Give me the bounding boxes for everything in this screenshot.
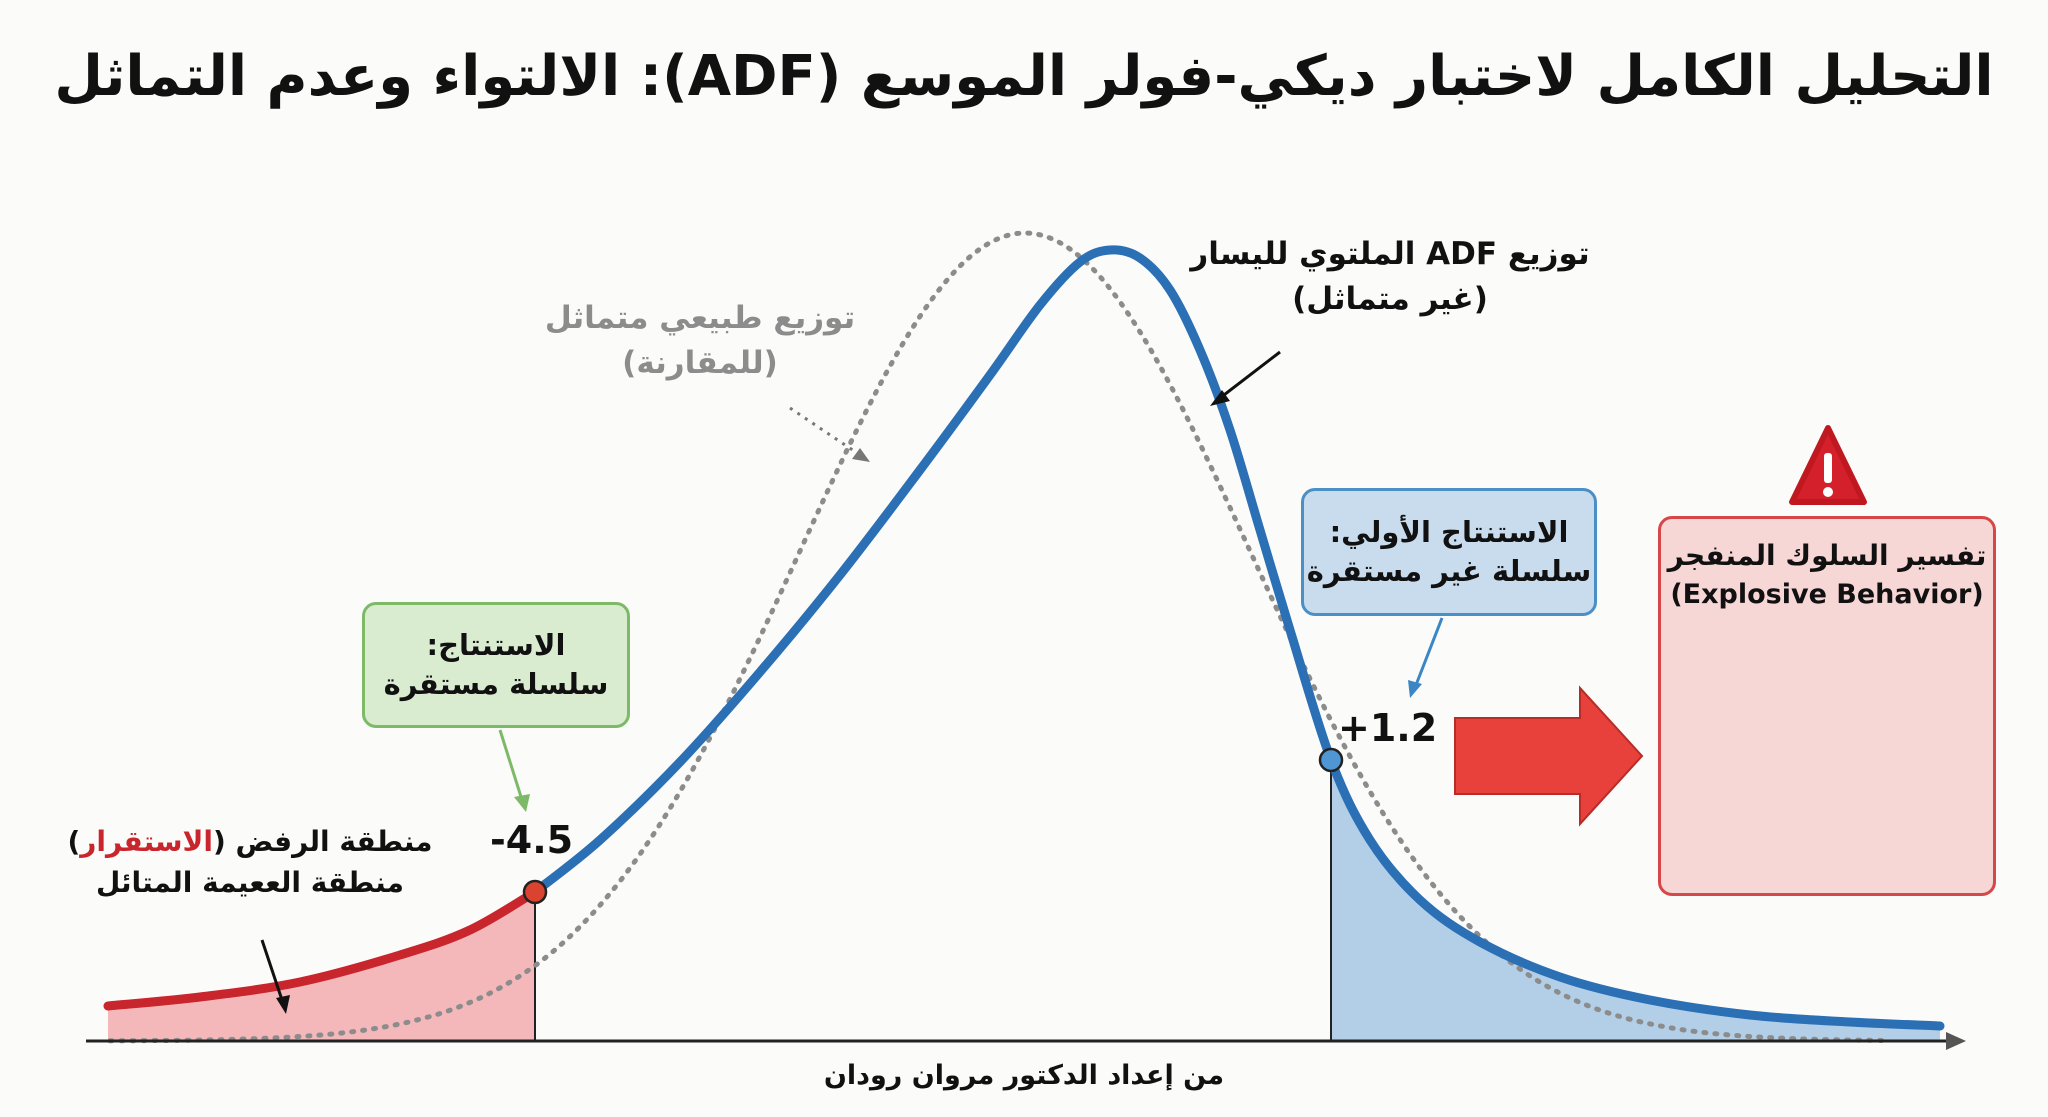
box-explosive-line2: (Explosive Behavior): [1670, 578, 1984, 610]
adf-curve-label-line1: توزيع ADF الملتوي لليسار: [1190, 236, 1590, 272]
explosive-arrow: [1454, 685, 1644, 827]
rejection-label-arrow: [260, 939, 290, 1014]
stat-unstable-value: +1.2: [1338, 706, 1438, 750]
normal-curve-label: توزيع طبيعي متماثل (للمقارنة): [520, 296, 880, 386]
conclusion-unstable-box: الاستنتاج الأولي: سلسلة غير مستقرة: [1301, 488, 1597, 616]
stat-stable-marker: [522, 879, 548, 905]
adf-distribution-curve: [530, 245, 1945, 1031]
nonrejection-tail-fill: [1331, 760, 1940, 1041]
adf-curve-label-line2: (غير متماثل): [1292, 280, 1488, 317]
stat-unstable-marker: [1318, 747, 1344, 773]
stability-highlight: الاستقرار: [80, 825, 213, 858]
adf-label-arrow: [1210, 350, 1281, 406]
stat-stable-value: -4.5: [490, 818, 574, 862]
x-axis-arrowhead-icon: [1946, 1032, 1966, 1050]
warning-triangle-icon: [1789, 425, 1867, 505]
normal-curve-label-line2: (للمقارنة): [622, 344, 778, 381]
box-unstable-pointer: [1408, 617, 1444, 698]
rejection-region-label-line1: منطقة الرفض (الاستقرار): [67, 825, 433, 858]
box-stable-pointer: [498, 729, 530, 812]
box-explosive-line1: تفسير السلوك المنفجر: [1667, 539, 1987, 572]
conclusion-stable-box: الاستنتاج: سلسلة مستقرة: [362, 602, 630, 728]
adf-curve-label: توزيع ADF الملتوي لليسار (غير متماثل): [1180, 232, 1600, 322]
normal-curve-label-line1: توزيع طبيعي متماثل: [544, 300, 856, 336]
box-unstable-line2: سلسلة غير مستقرة: [1306, 554, 1592, 588]
box-stable-line2: سلسلة مستقرة: [383, 667, 609, 701]
normal-distribution-curve: [107, 230, 1893, 1044]
rejection-region-label: منطقة الرفض (الاستقرار) منطقة الععيمة ال…: [60, 822, 440, 903]
rejection-region-fill: [108, 892, 535, 1041]
box-unstable-line1: الاستنتاج الأولي:: [1329, 514, 1569, 549]
rejection-region-label-line2: منطقة الععيمة المتائل: [96, 865, 404, 899]
explosive-behavior-box: تفسير السلوك المنفجر (Explosive Behavior…: [1658, 516, 1996, 896]
page-title: التحليل الكامل لاختبار ديكي-فولر الموسع …: [54, 44, 1994, 109]
rejection-region-curve: [103, 887, 540, 1011]
normal-label-arrow: [789, 406, 870, 462]
box-stable-line1: الاستنتاج:: [426, 627, 566, 662]
author-credit: من إعداد الدكتور مروان رودان: [823, 1060, 1225, 1091]
